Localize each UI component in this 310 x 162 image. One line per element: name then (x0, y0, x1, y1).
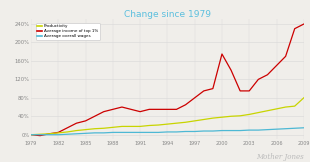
Text: Mother Jones: Mother Jones (256, 153, 304, 161)
Legend: Productivity, Average income of top 1%, Average overall wages: Productivity, Average income of top 1%, … (36, 23, 100, 40)
Title: Change since 1979: Change since 1979 (124, 10, 211, 19)
